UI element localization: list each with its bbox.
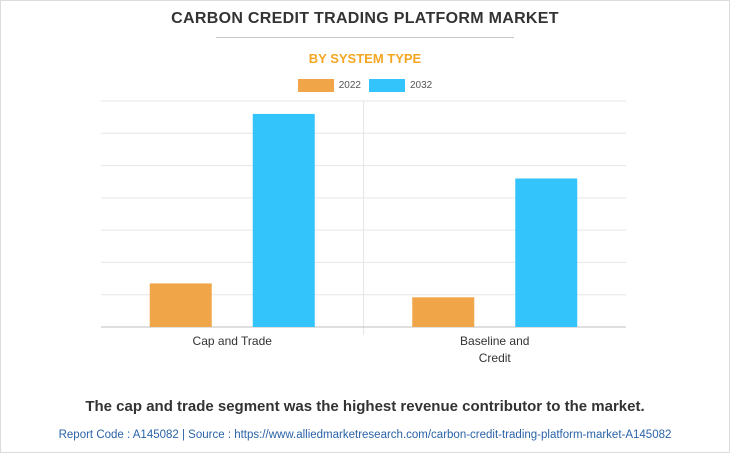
chart-footnote: The cap and trade segment was the highes… [85, 398, 645, 415]
bar-2022-2 [412, 297, 475, 327]
report-source-line: Report Code : A145082 | Source : https:/… [58, 429, 672, 441]
bar-2032-2 [515, 178, 578, 327]
chart-subtitle: BY SYSTEM TYPE [308, 51, 422, 66]
chart-legend: 2022 2032 [0, 79, 730, 92]
x-tick-label-line: Credit [479, 351, 512, 365]
x-tick-label: Cap and Trade [193, 334, 273, 348]
legend-label-2022: 2022 [338, 80, 361, 91]
legend-swatch-2032 [369, 79, 405, 92]
title-divider [216, 37, 514, 38]
bar-2022-1 [149, 283, 212, 327]
bar-2032-1 [252, 113, 315, 328]
x-tick-label-line: Cap and Trade [193, 334, 273, 348]
legend-label-2032: 2032 [410, 80, 433, 91]
chart-title: CARBON CREDIT TRADING PLATFORM MARKET [171, 10, 559, 27]
x-tick-label-line: Baseline and [460, 334, 529, 348]
x-tick-label: Baseline and Credit [460, 334, 529, 365]
legend-swatch-2022 [297, 79, 334, 92]
legend-item-2032: 2032 [369, 79, 432, 92]
legend-item-2022: 2022 [297, 79, 361, 92]
